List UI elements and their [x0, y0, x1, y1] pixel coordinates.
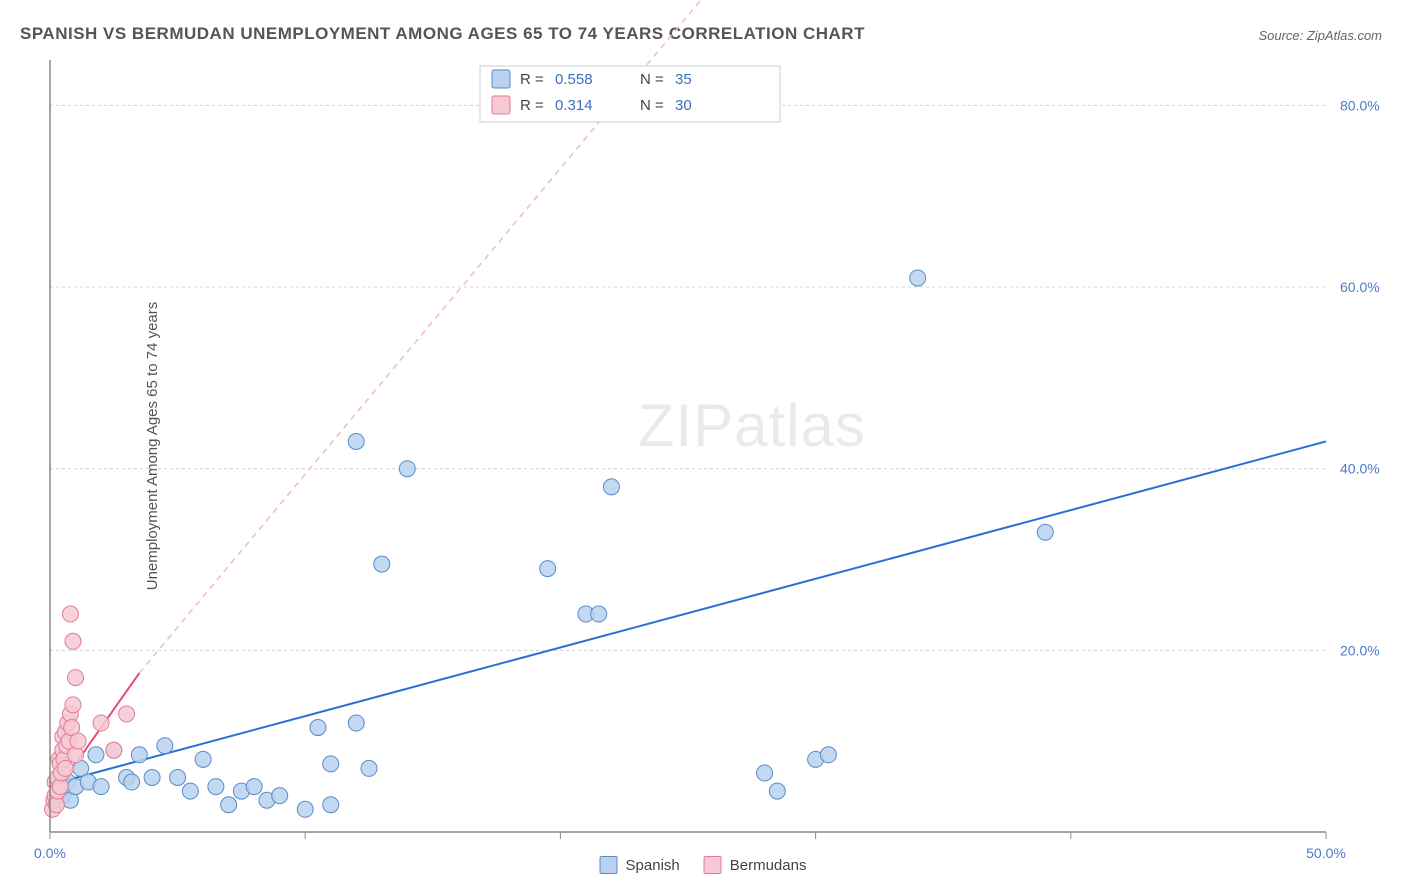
x-tick-label: 50.0%: [1306, 845, 1346, 861]
data-point-bermudans: [68, 670, 84, 686]
watermark: ZIPatlas: [638, 392, 866, 459]
data-point-bermudans: [70, 733, 86, 749]
data-point-spanish: [1037, 524, 1053, 540]
data-point-spanish: [603, 479, 619, 495]
legend-n-value: 30: [675, 97, 692, 114]
data-point-spanish: [88, 747, 104, 763]
bottom-legend-item: Bermudans: [704, 856, 807, 874]
data-point-spanish: [910, 270, 926, 286]
data-point-spanish: [769, 783, 785, 799]
data-point-spanish: [272, 788, 288, 804]
bottom-legend-item: Spanish: [600, 856, 680, 874]
legend-r-value: 0.314: [555, 97, 593, 114]
data-point-spanish: [348, 433, 364, 449]
data-point-spanish: [157, 738, 173, 754]
legend-n-label: N =: [640, 71, 664, 88]
data-point-spanish: [144, 770, 160, 786]
data-point-spanish: [208, 779, 224, 795]
y-tick-label: 80.0%: [1340, 97, 1380, 113]
y-tick-label: 40.0%: [1340, 461, 1380, 477]
data-point-bermudans: [62, 606, 78, 622]
data-point-spanish: [820, 747, 836, 763]
chart-title: SPANISH VS BERMUDAN UNEMPLOYMENT AMONG A…: [20, 24, 865, 44]
legend-label: Bermudans: [730, 857, 807, 874]
data-point-spanish: [221, 797, 237, 813]
data-point-spanish: [170, 770, 186, 786]
legend-swatch: [704, 856, 722, 874]
bottom-legend: Spanish Bermudans: [600, 856, 807, 874]
legend-r-label: R =: [520, 71, 544, 88]
legend-n-value: 35: [675, 71, 692, 88]
legend-swatch: [492, 96, 510, 114]
data-point-spanish: [131, 747, 147, 763]
data-point-bermudans: [57, 760, 73, 776]
data-point-spanish: [361, 760, 377, 776]
legend-swatch: [600, 856, 618, 874]
chart-area: ZIPatlas0.0%50.0%20.0%40.0%60.0%80.0%R =…: [50, 60, 1326, 832]
data-point-bermudans: [65, 697, 81, 713]
legend-swatch: [492, 70, 510, 88]
data-point-spanish: [93, 779, 109, 795]
trend-line-spanish: [50, 441, 1326, 784]
scatter-plot: ZIPatlas0.0%50.0%20.0%40.0%60.0%80.0%R =…: [50, 60, 1326, 832]
x-tick-label: 0.0%: [34, 845, 66, 861]
source-attribution: Source: ZipAtlas.com: [1258, 28, 1382, 43]
legend-n-label: N =: [640, 97, 664, 114]
data-point-spanish: [399, 461, 415, 477]
data-point-spanish: [195, 751, 211, 767]
data-point-spanish: [246, 779, 262, 795]
data-point-spanish: [540, 561, 556, 577]
data-point-spanish: [591, 606, 607, 622]
data-point-bermudans: [93, 715, 109, 731]
legend-r-label: R =: [520, 97, 544, 114]
data-point-bermudans: [106, 742, 122, 758]
data-point-spanish: [124, 774, 140, 790]
y-tick-label: 20.0%: [1340, 642, 1380, 658]
data-point-spanish: [323, 756, 339, 772]
data-point-bermudans: [65, 633, 81, 649]
legend-label: Spanish: [626, 857, 680, 874]
data-point-spanish: [297, 801, 313, 817]
legend-r-value: 0.558: [555, 71, 593, 88]
data-point-spanish: [348, 715, 364, 731]
data-point-spanish: [310, 720, 326, 736]
data-point-spanish: [757, 765, 773, 781]
data-point-spanish: [323, 797, 339, 813]
data-point-spanish: [182, 783, 198, 799]
data-point-spanish: [374, 556, 390, 572]
data-point-bermudans: [119, 706, 135, 722]
y-tick-label: 60.0%: [1340, 279, 1380, 295]
